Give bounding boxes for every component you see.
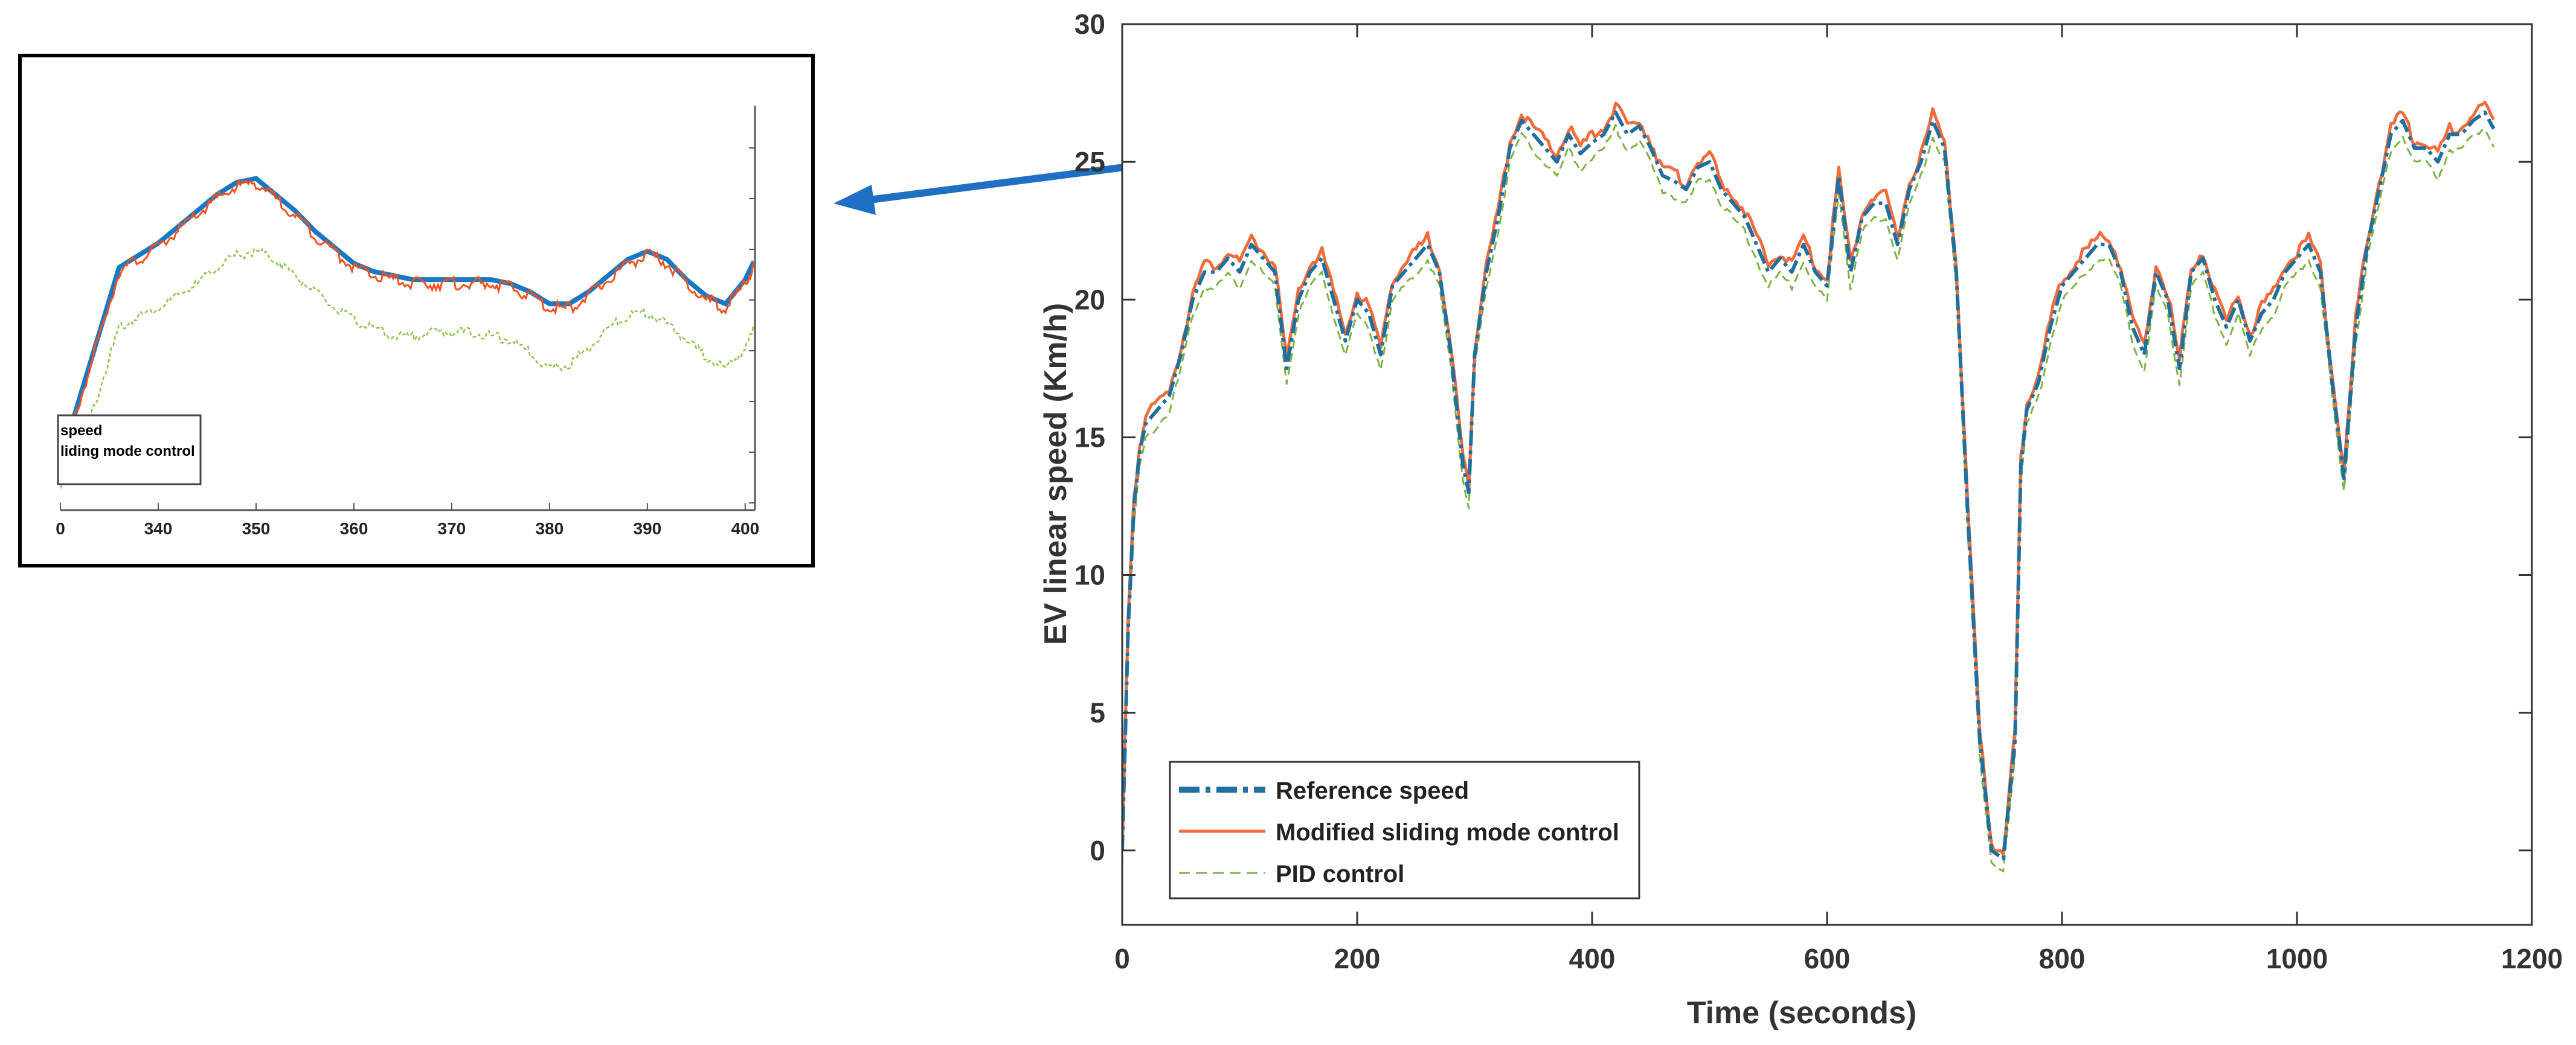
main-x-tick-label: 800 bbox=[2039, 943, 2086, 974]
main-y-tick-label: 30 bbox=[1074, 8, 1105, 40]
zoom-x-tick-label: 380 bbox=[535, 519, 564, 538]
main-x-tick-label: 200 bbox=[1334, 943, 1381, 974]
zoom-inset: 0 340 350 360 370 380 390 400 speed liding mode… bbox=[18, 54, 815, 567]
zoom-legend-entry-1: speed bbox=[60, 423, 102, 439]
zoom-x-tick-label: 360 bbox=[340, 519, 368, 538]
zoom-series-pid bbox=[60, 248, 754, 489]
main-series-reference bbox=[1122, 110, 2496, 861]
main-y-tick-label: 10 bbox=[1074, 560, 1105, 591]
main-series-pid bbox=[1122, 124, 2495, 872]
zoom-x-tick-label: 0 bbox=[56, 519, 65, 538]
main-series-smc bbox=[1122, 100, 2495, 856]
legend-label-smc: Modified sliding mode control bbox=[1276, 819, 1619, 846]
main-legend: Reference speed Modified sliding mode co… bbox=[1169, 761, 1640, 900]
main-y-axis-label: EV linear speed (Km/h) bbox=[1038, 303, 1073, 645]
zoom-x-tick-label: 400 bbox=[731, 519, 759, 538]
main-axis-ticks: 0 200 400 600 800 1000 1200 0 5 10 15 20 25 30 bbox=[1074, 8, 2563, 974]
callout-arrow-icon bbox=[834, 185, 876, 215]
zoom-legend-box bbox=[57, 414, 202, 485]
main-x-tick-label: 1000 bbox=[2266, 943, 2328, 974]
main-y-tick-label: 20 bbox=[1074, 284, 1105, 315]
main-x-tick-label: 1200 bbox=[2501, 943, 2563, 974]
zoom-inset-frame bbox=[18, 54, 815, 567]
zoom-legend-entry-2: liding mode control bbox=[60, 443, 195, 459]
zoom-x-tick-label: 350 bbox=[242, 519, 271, 538]
zoom-x-tick-label: 340 bbox=[144, 519, 173, 538]
zoom-plot-area bbox=[60, 176, 754, 489]
zoom-x-ticks: 0 340 350 360 370 380 390 400 bbox=[56, 147, 759, 538]
main-y-tick-label: 5 bbox=[1090, 697, 1105, 729]
legend-label-pid: PID control bbox=[1276, 861, 1404, 887]
main-x-axis-label: Time (seconds) bbox=[1687, 995, 1916, 1031]
main-y-tick-label: 25 bbox=[1074, 146, 1105, 177]
main-x-tick-label: 600 bbox=[1804, 943, 1851, 974]
main-y-tick-label: 0 bbox=[1090, 835, 1105, 866]
main-y-tick-label: 15 bbox=[1074, 421, 1105, 453]
zoom-series-smc bbox=[60, 178, 754, 473]
legend-label-reference: Reference speed bbox=[1276, 778, 1469, 804]
main-plot-area bbox=[1122, 100, 2496, 872]
main-x-tick-label: 400 bbox=[1569, 943, 1616, 974]
main-x-tick-label: 0 bbox=[1114, 943, 1130, 974]
zoom-x-tick-label: 390 bbox=[633, 519, 661, 538]
zoom-x-tick-label: 370 bbox=[438, 519, 466, 538]
main-chart: 0 200 400 600 800 1000 1200 0 5 10 15 20 25 30 Time (… bbox=[1038, 8, 2563, 1031]
